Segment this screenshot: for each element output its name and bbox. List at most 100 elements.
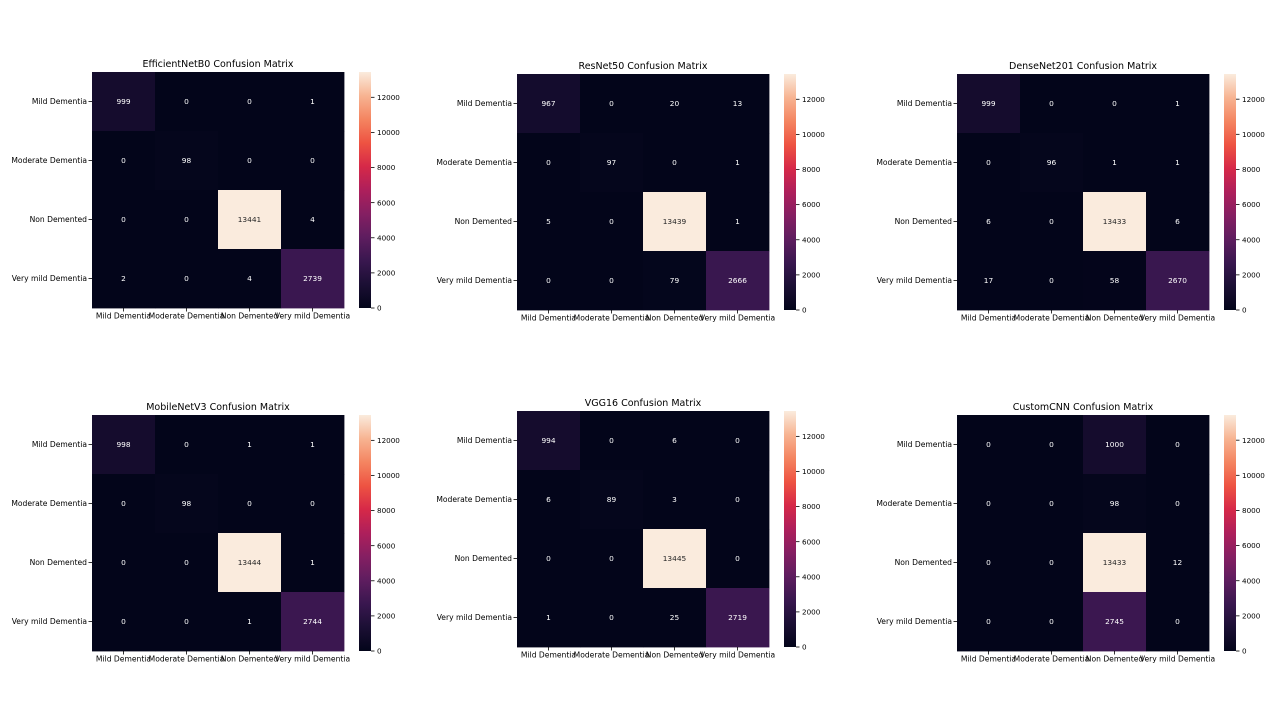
colorbar-tick-label: 0 bbox=[377, 647, 382, 656]
heatmap-cell-r2-c0 bbox=[92, 190, 156, 250]
cell-value-r1-c2: 3 bbox=[672, 495, 677, 504]
colorbar-tick-label: 2000 bbox=[1242, 270, 1261, 279]
cell-value-r2-c0: 5 bbox=[546, 217, 551, 226]
x-tick-label-mild-dementia: Mild Dementia bbox=[521, 651, 576, 660]
colorbar-tick-label: 12000 bbox=[377, 93, 400, 102]
heatmap-cell-r1-c1 bbox=[580, 470, 644, 530]
cell-value-r0-c3: 1 bbox=[310, 97, 315, 106]
heatmap-cell-r2-c3 bbox=[281, 533, 345, 593]
heatmap-cell-r0-c1 bbox=[1020, 415, 1084, 475]
heatmap-cell-r0-c3 bbox=[281, 72, 345, 132]
colorbar-tick-label: 6000 bbox=[802, 537, 821, 546]
cell-value-r0-c1: 0 bbox=[184, 440, 189, 449]
cell-value-r0-c1: 0 bbox=[1049, 99, 1054, 108]
x-tick-label-mild-dementia: Mild Dementia bbox=[96, 312, 151, 321]
heatmap-cell-r1-c1 bbox=[1020, 133, 1084, 193]
y-tick-label-mild-dementia: Mild Dementia bbox=[457, 99, 512, 108]
colorbar-tick-label: 4000 bbox=[1242, 235, 1261, 244]
cell-value-r0-c0: 999 bbox=[981, 99, 995, 108]
colorbar-tick-label: 0 bbox=[802, 306, 807, 315]
heatmap-cell-r1-c2 bbox=[218, 474, 282, 534]
heatmap-cell-r3-c1 bbox=[155, 249, 219, 309]
cell-value-r1-c2: 0 bbox=[247, 499, 252, 508]
cell-value-r2-c2: 13445 bbox=[663, 554, 687, 563]
heatmap-cell-r2-c2 bbox=[1083, 533, 1147, 593]
y-tick-label-moderate-dementia: Moderate Dementia bbox=[11, 499, 87, 508]
x-tick-label-moderate-dementia: Moderate Dementia bbox=[574, 314, 650, 323]
heatmap-cell-r0-c0 bbox=[517, 411, 581, 471]
heatmap-cell-r2-c0 bbox=[517, 192, 581, 252]
cell-value-r2-c3: 1 bbox=[735, 217, 740, 226]
heatmap-cell-r0-c1 bbox=[580, 74, 644, 134]
y-tick-label-non-demented: Non Demented bbox=[455, 217, 513, 226]
colorbar-tick-label: 6000 bbox=[377, 541, 396, 550]
colorbar-tick-label: 10000 bbox=[802, 467, 825, 476]
cell-value-r3-c3: 2719 bbox=[728, 613, 747, 622]
colorbar-tick-label: 0 bbox=[1242, 647, 1247, 656]
x-tick-label-non-demented: Non Demented bbox=[646, 651, 704, 660]
cell-value-r2-c3: 4 bbox=[310, 215, 315, 224]
heatmap-cell-r2-c2 bbox=[643, 529, 707, 589]
colorbar bbox=[784, 411, 796, 647]
colorbar-tick-label: 2000 bbox=[1242, 611, 1261, 620]
heatmap-cell-r1-c3 bbox=[1146, 474, 1210, 534]
colorbar-tick-label: 10000 bbox=[377, 471, 400, 480]
colorbar-tick-label: 2000 bbox=[802, 607, 821, 616]
colorbar-tick-label: 10000 bbox=[377, 128, 400, 137]
cell-value-r3-c0: 0 bbox=[546, 276, 551, 285]
x-tick-label-moderate-dementia: Moderate Dementia bbox=[1014, 314, 1090, 323]
heatmap-cell-r1-c1 bbox=[580, 133, 644, 193]
heatmap-cell-r3-c2 bbox=[643, 251, 707, 311]
colorbar bbox=[1224, 74, 1236, 310]
cell-value-r1-c2: 0 bbox=[672, 158, 677, 167]
x-tick-label-non-demented: Non Demented bbox=[1086, 655, 1144, 664]
x-tick-label-non-demented: Non Demented bbox=[221, 312, 279, 321]
colorbar-tick-label: 12000 bbox=[377, 436, 400, 445]
chart-title: ResNet50 Confusion Matrix bbox=[579, 61, 708, 72]
cell-value-r0-c1: 0 bbox=[184, 97, 189, 106]
heatmap-cell-r3-c3 bbox=[1146, 592, 1210, 652]
cell-value-r1-c1: 96 bbox=[1047, 158, 1057, 167]
cell-value-r3-c2: 79 bbox=[670, 276, 680, 285]
heatmap-cell-r0-c3 bbox=[706, 74, 770, 134]
heatmap-cell-r0-c2 bbox=[1083, 415, 1147, 475]
cell-value-r0-c0: 998 bbox=[116, 440, 130, 449]
cell-value-r3-c2: 25 bbox=[670, 613, 680, 622]
colorbar-tick-label: 8000 bbox=[1242, 165, 1261, 174]
cell-value-r0-c1: 0 bbox=[1049, 440, 1054, 449]
y-tick-label-mild-dementia: Mild Dementia bbox=[897, 440, 952, 449]
heatmap-cell-r1-c3 bbox=[281, 474, 345, 534]
heatmap-cell-r3-c2 bbox=[1083, 592, 1147, 652]
heatmap-cell-r0-c3 bbox=[1146, 415, 1210, 475]
heatmap-cell-r3-c3 bbox=[281, 592, 345, 652]
heatmap-cell-r1-c3 bbox=[281, 131, 345, 191]
cell-value-r3-c2: 58 bbox=[1110, 276, 1120, 285]
heatmap-cell-r0-c3 bbox=[281, 415, 345, 475]
cell-value-r3-c0: 17 bbox=[984, 276, 994, 285]
cell-value-r0-c0: 967 bbox=[541, 99, 555, 108]
colorbar-tick-label: 2000 bbox=[802, 270, 821, 279]
cell-value-r1-c2: 0 bbox=[247, 156, 252, 165]
colorbar-tick-label: 8000 bbox=[802, 165, 821, 174]
heatmap-cell-r3-c0 bbox=[92, 249, 156, 309]
cell-value-r1-c3: 0 bbox=[1175, 499, 1180, 508]
x-tick-label-moderate-dementia: Moderate Dementia bbox=[149, 655, 225, 664]
heatmap-panel-resnet50-confusion-matrix: ResNet50 Confusion Matrix 967 0 20 13 0 97 0 1 5 0… bbox=[436, 61, 825, 323]
chart-title: EfficientNetB0 Confusion Matrix bbox=[142, 59, 293, 70]
colorbar-tick-label: 6000 bbox=[1242, 541, 1261, 550]
heatmap-cell-r2-c1 bbox=[1020, 192, 1084, 252]
y-tick-label-very-mild-dementia: Very mild Dementia bbox=[877, 617, 952, 626]
heatmap-cell-r3-c0 bbox=[517, 588, 581, 648]
cell-value-r0-c2: 6 bbox=[672, 436, 677, 445]
heatmap-cell-r1-c3 bbox=[706, 133, 770, 193]
cell-value-r2-c1: 0 bbox=[1049, 558, 1054, 567]
x-tick-label-mild-dementia: Mild Dementia bbox=[521, 314, 576, 323]
colorbar-tick-label: 10000 bbox=[1242, 130, 1265, 139]
cell-value-r2-c3: 12 bbox=[1173, 558, 1182, 567]
cell-value-r3-c3: 2744 bbox=[303, 617, 322, 626]
heatmap-cell-r2-c3 bbox=[706, 529, 770, 589]
cell-value-r1-c1: 97 bbox=[607, 158, 617, 167]
cell-value-r2-c1: 0 bbox=[184, 558, 189, 567]
cell-value-r3-c2: 4 bbox=[247, 274, 252, 283]
